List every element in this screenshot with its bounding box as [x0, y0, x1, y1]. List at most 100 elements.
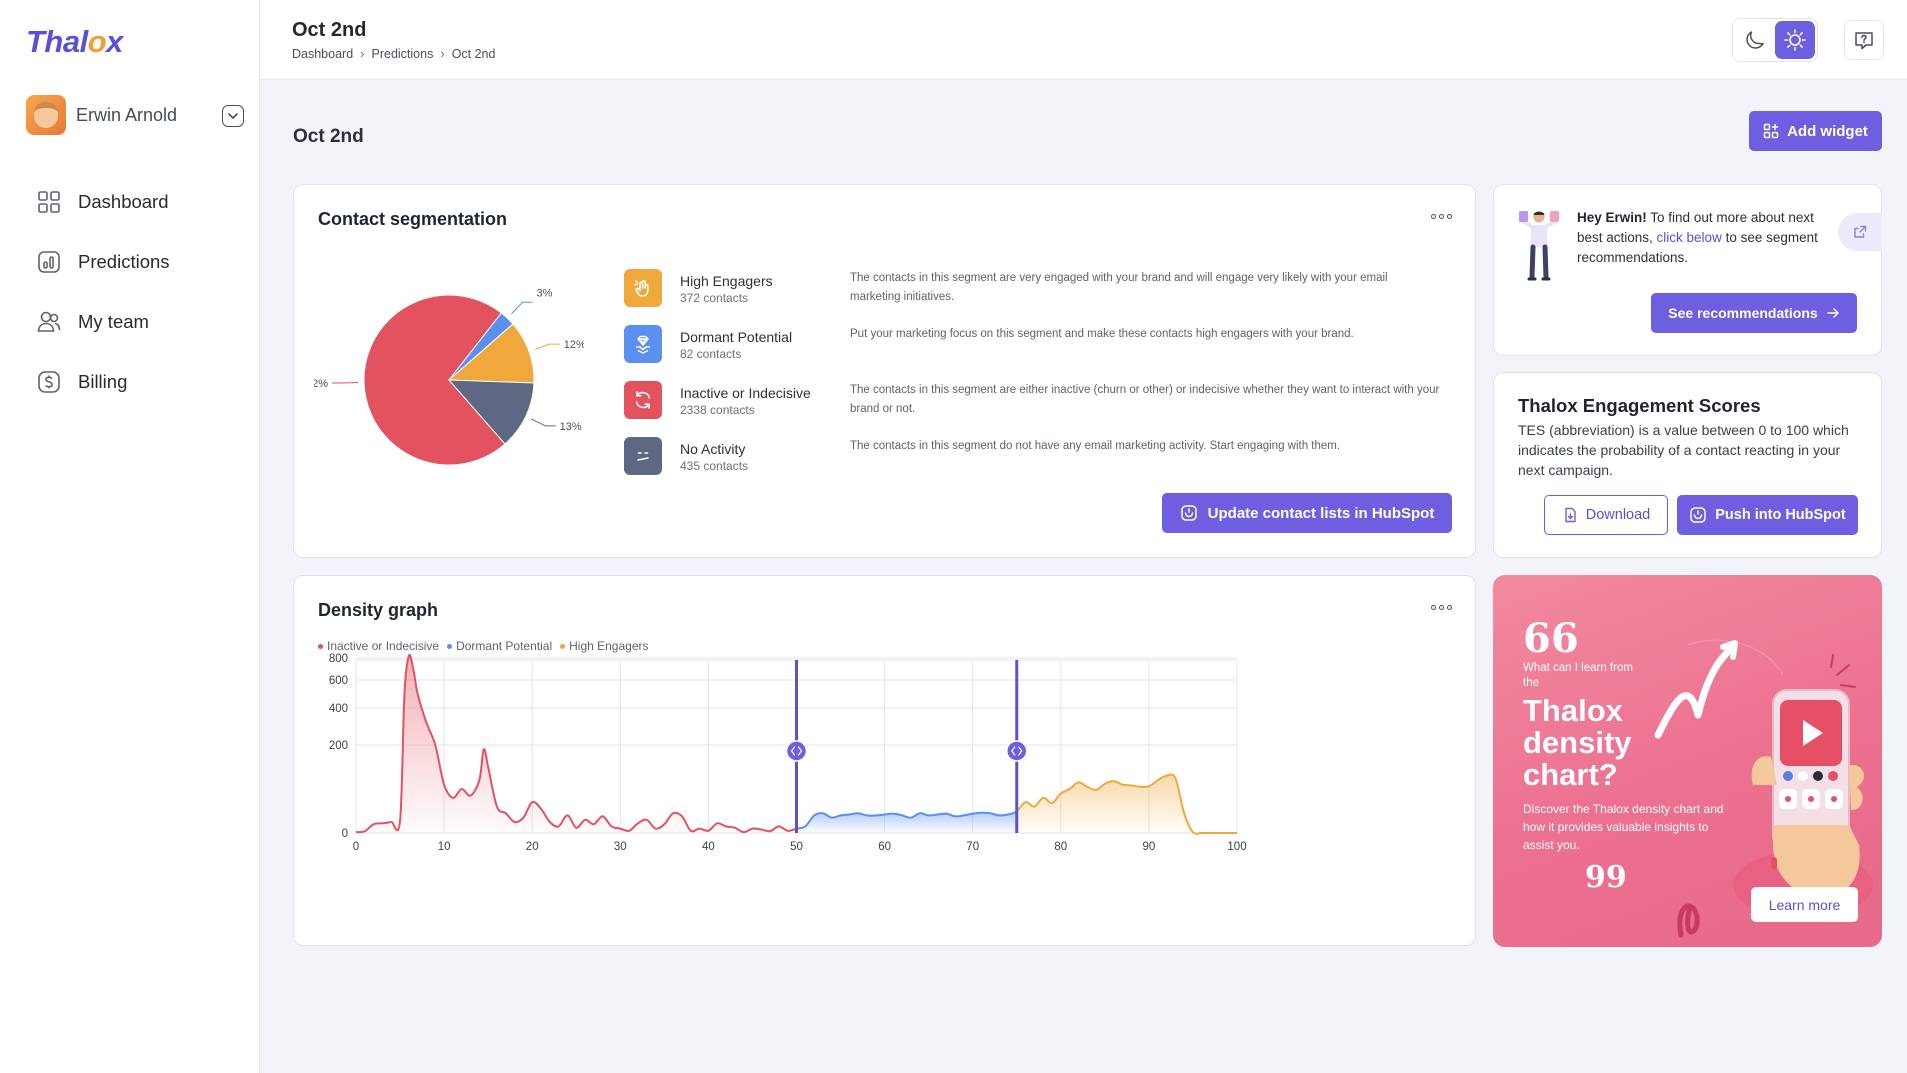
pie-label-leader [534, 343, 560, 350]
theme-switch [1732, 18, 1818, 62]
push-hubspot-button[interactable]: Push into HubSpot [1677, 495, 1858, 535]
segment-name: Dormant Potential [680, 329, 793, 345]
series-area [796, 811, 1017, 833]
breadcrumb-item[interactable]: Predictions [371, 46, 434, 61]
y-tick-label: 200 [329, 740, 348, 752]
add-widget-icon [1763, 123, 1779, 139]
pie-label-leader [530, 418, 556, 427]
segment-count: 372 contacts [680, 291, 749, 305]
segment-name: No Activity [680, 441, 746, 457]
breadcrumb-item[interactable]: Dashboard [292, 46, 354, 61]
segment-description: Put your marketing focus on this segment… [850, 328, 1354, 340]
download-label: Download [1585, 507, 1651, 523]
series-line[interactable] [796, 810, 1018, 830]
y-tick-label: 0 [342, 828, 348, 840]
segment-row-no-activity[interactable]: No Activity 435 contacts The contacts in… [624, 437, 1444, 487]
nav-label: Billing [78, 371, 128, 392]
pie-slice[interactable] [363, 294, 506, 466]
more-options-icon[interactable] [1431, 211, 1453, 221]
help-icon [1855, 32, 1873, 50]
x-tick-label: 30 [614, 841, 627, 853]
nav-item-my-team[interactable]: My team [36, 292, 246, 352]
x-tick-label: 60 [878, 841, 891, 853]
pie-label: 3% [537, 287, 553, 299]
app-logo[interactable]: Thalox [26, 24, 123, 60]
segment-description: The contacts in this segment are either … [850, 384, 1440, 415]
segment-name: Inactive or Indecisive [680, 385, 811, 401]
recommendations-card: Hey Erwin! To find out more about next b… [1493, 184, 1882, 356]
x-tick-label: 100 [1227, 841, 1246, 853]
billing-icon [38, 371, 60, 393]
sun-icon [1784, 29, 1806, 51]
range-divider-handle[interactable] [1006, 660, 1028, 833]
series-line[interactable] [1015, 773, 1237, 835]
nav-label: My team [78, 311, 149, 332]
nav-label: Predictions [78, 251, 170, 272]
segmentation-pie-chart: 72% 3% 12% 13% [306, 255, 586, 495]
section-title: Oct 2nd [293, 126, 364, 147]
top-header: Oct 2nd Dashboard › Predictions › Oct 2n… [260, 0, 1907, 80]
help-button[interactable] [1844, 20, 1884, 60]
see-recommendations-button[interactable]: See recommendations [1651, 293, 1857, 333]
tes-description: TES (abbreviation) is a value between 0 … [1518, 422, 1849, 478]
series-area [356, 654, 797, 833]
pie-slice[interactable] [447, 379, 535, 445]
update-hubspot-button[interactable]: Update contact lists in HubSpot [1162, 493, 1452, 533]
density-chart: 0 200 400 600 800 0 10 20 30 40 50 60 70 80 90 100 [329, 653, 1247, 853]
page-title: Oct 2nd [292, 19, 367, 41]
sidebar: Thalox Erwin Arnold Dashboard Prediction… [0, 0, 260, 1073]
nav-item-dashboard[interactable]: Dashboard [36, 172, 246, 232]
predictions-icon [38, 251, 60, 273]
x-tick-label: 70 [966, 841, 979, 853]
add-widget-button[interactable]: Add widget [1749, 111, 1882, 151]
dark-mode-button[interactable] [1735, 21, 1775, 59]
nav-label: Dashboard [78, 191, 169, 212]
greeting: Hey Erwin! [1577, 210, 1647, 225]
legend-label: Dormant Potential [456, 639, 553, 653]
segment-row-dormant-potential[interactable]: Dormant Potential 82 contacts Put your m… [624, 325, 1444, 375]
see-recommendations-label: See recommendations [1668, 305, 1818, 321]
y-tick-label: 600 [329, 675, 348, 687]
chevron-down-icon[interactable] [222, 105, 244, 127]
legend-item[interactable]: High Engagers [560, 639, 649, 653]
learn-more-button[interactable]: Learn more [1751, 887, 1858, 922]
segment-row-high-engagers[interactable]: High Engagers 372 contacts The contacts … [624, 269, 1444, 319]
light-mode-button[interactable] [1775, 21, 1815, 59]
promo-description: Discover the Thalox density chart and ho… [1523, 802, 1724, 852]
pie-slice[interactable] [447, 323, 535, 384]
person-illustration [1519, 211, 1559, 281]
click-below-link[interactable]: click below [1656, 230, 1722, 245]
breadcrumb: Dashboard › Predictions › Oct 2nd [292, 46, 495, 61]
x-tick-label: 40 [702, 841, 715, 853]
hubspot-icon [1180, 505, 1197, 521]
more-options-icon[interactable] [1431, 602, 1453, 612]
segment-description: The contacts in this segment are very en… [850, 272, 1388, 303]
legend-item[interactable]: Dormant Potential [447, 639, 552, 653]
push-hubspot-label: Push into HubSpot [1715, 507, 1846, 523]
pie-label: 12% [564, 339, 584, 351]
legend-label: Inactive or Indecisive [327, 639, 440, 653]
series-line[interactable] [355, 653, 797, 834]
logo-text: Thal [26, 24, 88, 59]
nav-item-billing[interactable]: Billing [36, 352, 246, 412]
card-title: Thalox Engagement Scores [1518, 395, 1761, 416]
file-download-icon [1565, 507, 1576, 523]
range-divider-handle[interactable] [785, 660, 808, 833]
add-widget-label: Add widget [1787, 122, 1868, 140]
legend-item[interactable]: Inactive or Indecisive [318, 639, 439, 653]
nav-item-predictions[interactable]: Predictions [36, 232, 246, 292]
chevron-right-icon: › [440, 46, 445, 61]
promo-headline: Thalox density chart? [1523, 693, 1632, 792]
user-name: Erwin Arnold [76, 104, 178, 125]
diamond-hand-icon [624, 325, 662, 363]
segment-count: 2338 contacts [680, 403, 755, 417]
download-button[interactable]: Download [1544, 495, 1668, 535]
segment-row-inactive-or-indecisive[interactable]: Inactive or Indecisive 2338 contacts The… [624, 381, 1444, 431]
density-graph-card: Density graph Inactive or Indecisive Dor… [293, 575, 1476, 946]
share-icon[interactable] [1838, 213, 1882, 251]
team-icon [37, 311, 61, 332]
x-tick-label: 0 [353, 841, 359, 853]
breadcrumb-item: Oct 2nd [451, 46, 496, 61]
user-menu[interactable]: Erwin Arnold [26, 95, 244, 135]
arrow-right-icon [1826, 308, 1839, 318]
